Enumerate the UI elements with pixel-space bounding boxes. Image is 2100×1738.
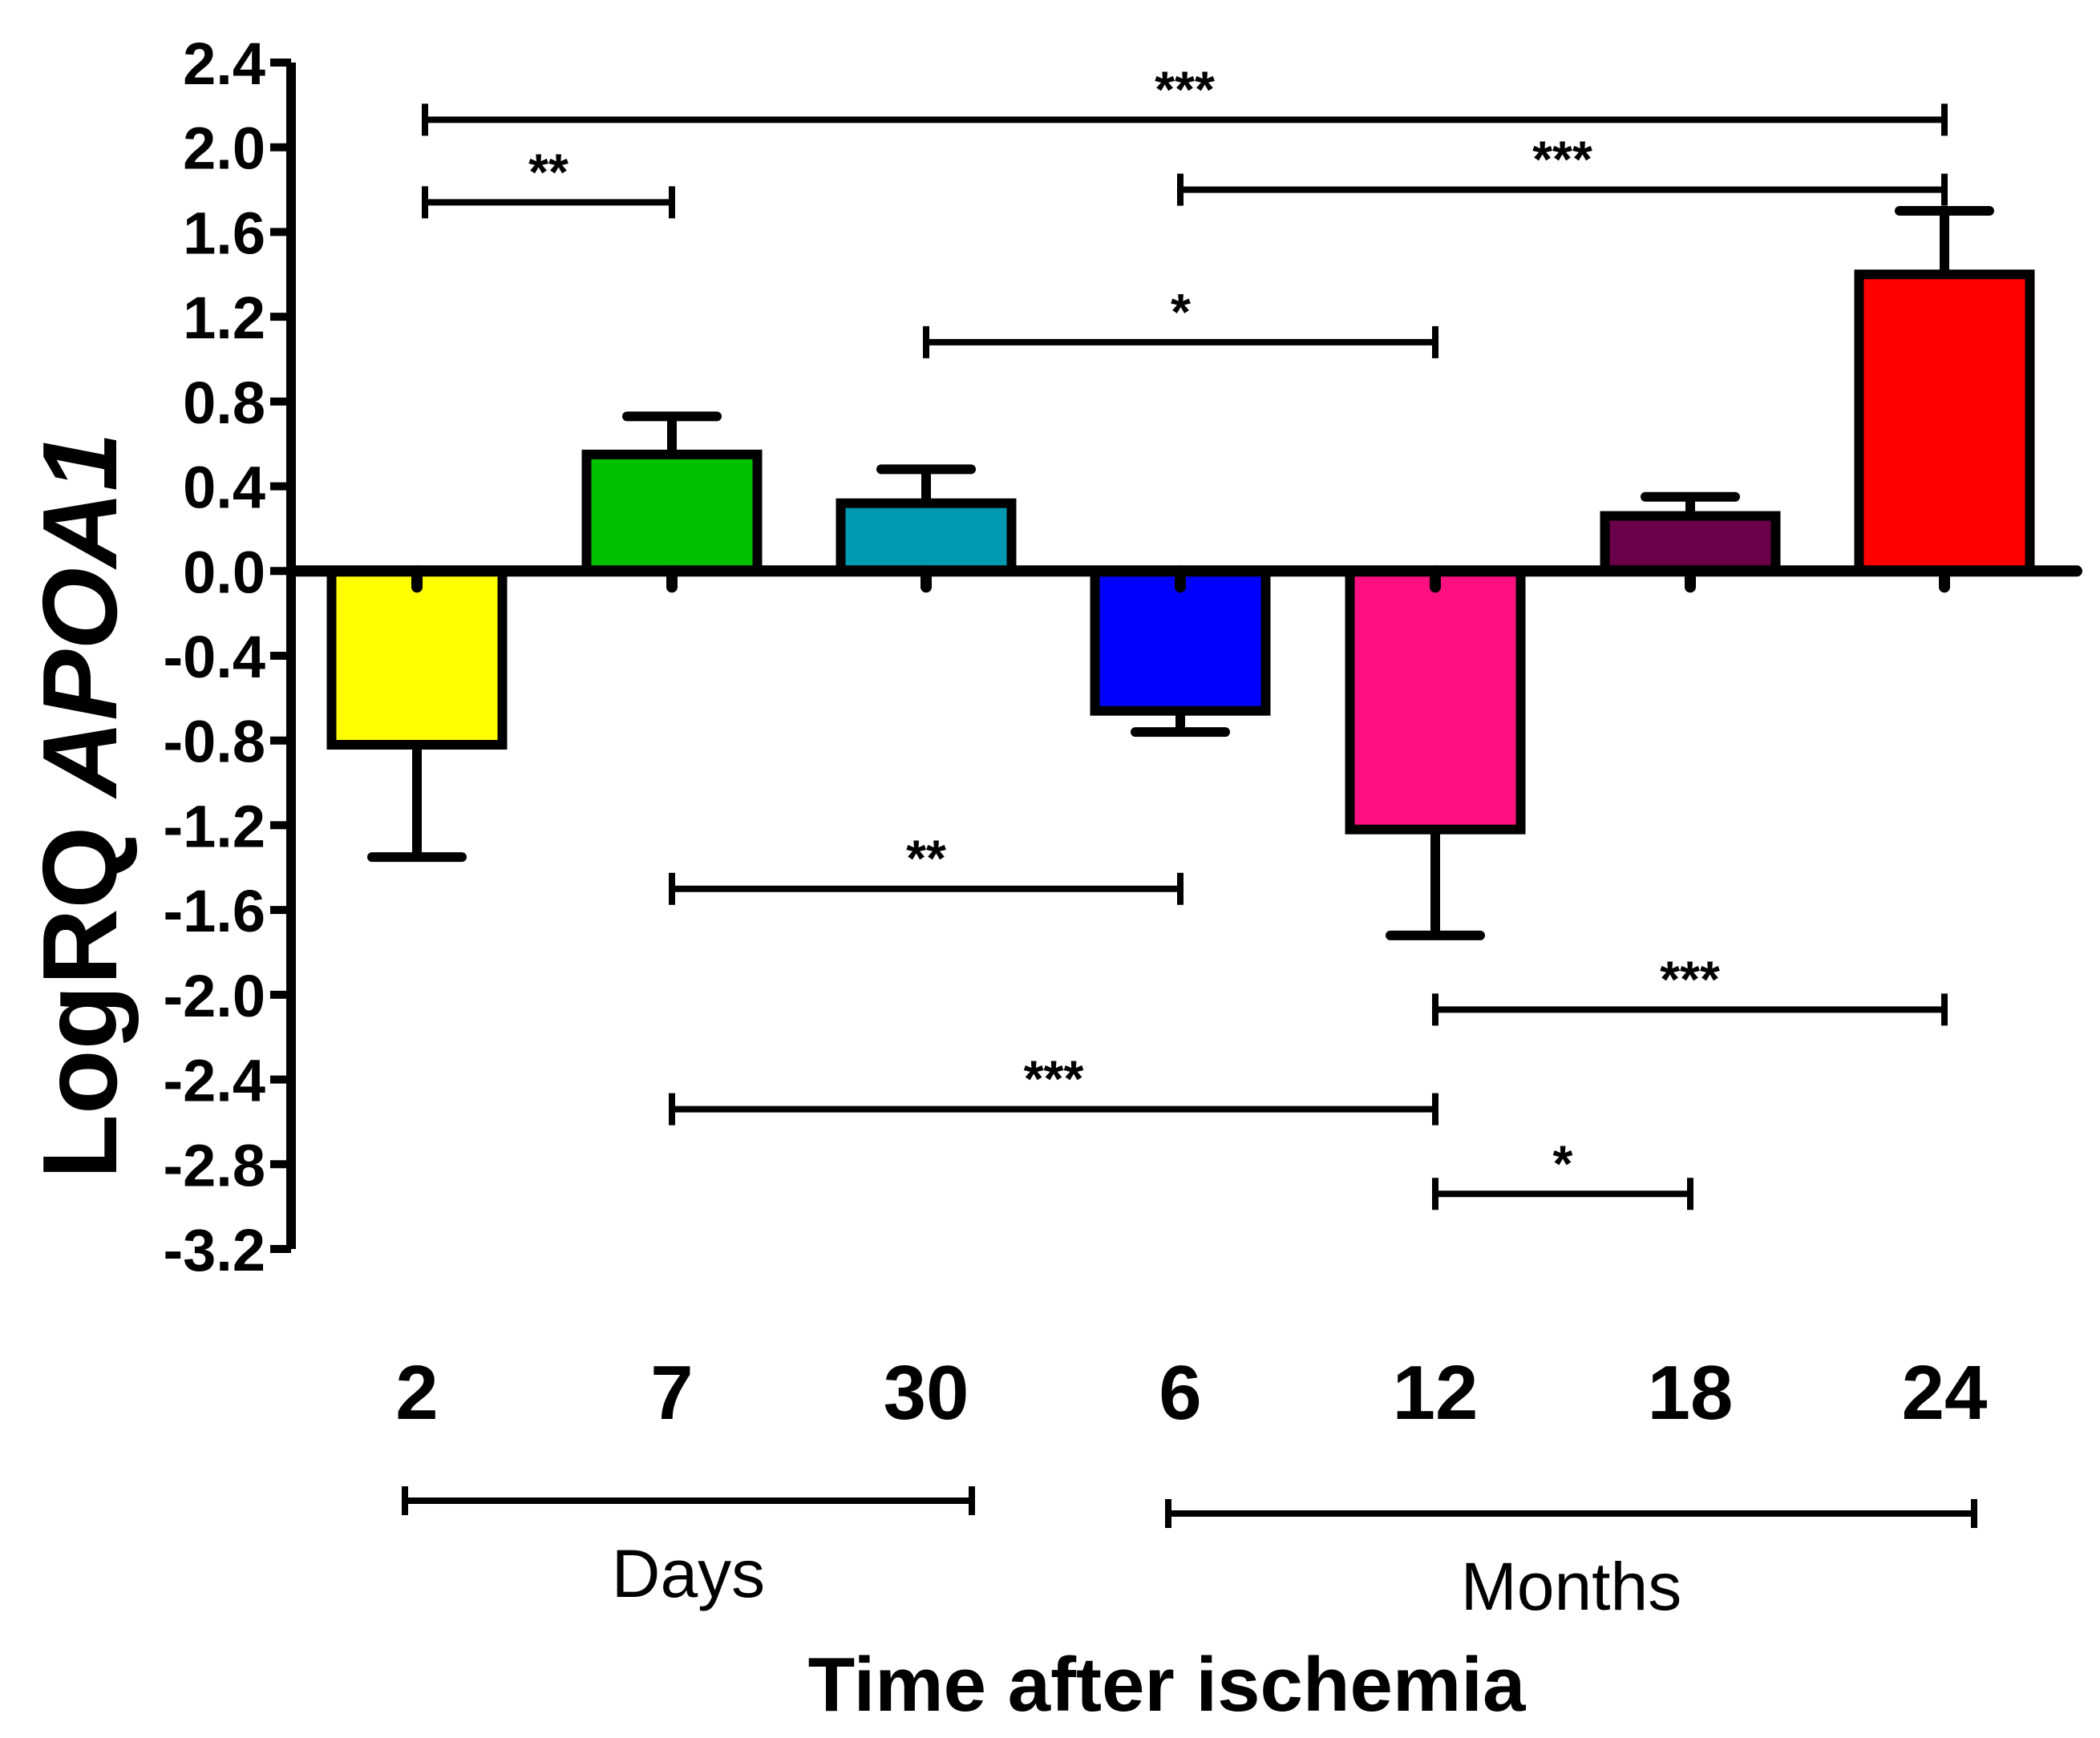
bar-2 [326, 566, 508, 750]
y-axis-title-prefix: LogRQ [21, 827, 139, 1179]
x-tick-label-24: 24 [1902, 1350, 1988, 1436]
x-tick-label-12: 12 [1393, 1350, 1479, 1436]
significance-layer: ***** ************* [422, 60, 1948, 1211]
y-tick-label: -1.6 [163, 878, 265, 944]
label-layer: 2 7 30 6 12 18 24 Days Months [395, 1350, 1987, 1624]
y-axis-title-gene: APOA1 [21, 432, 139, 799]
significance-label: * [1171, 283, 1191, 341]
y-tick-label: 2.0 [183, 115, 265, 182]
significance-bracket: ** [669, 830, 1184, 905]
significance-bracket: * [923, 283, 1438, 358]
y-tick-label: -3.2 [163, 1217, 265, 1283]
bar-7 [581, 449, 763, 576]
group-label-days: Days [612, 1536, 765, 1611]
bar-24 [1854, 269, 2035, 576]
significance-bracket: ** [422, 143, 675, 219]
significance-bracket: *** [669, 1050, 1438, 1126]
y-tick-label: 0.0 [183, 539, 265, 605]
bar-18 [1600, 511, 1781, 576]
y-tick-label: -2.8 [163, 1132, 265, 1198]
group-months: Months [1165, 1499, 1977, 1624]
significance-label: *** [1155, 60, 1215, 118]
bar-30 [836, 498, 1017, 576]
bar-12 [1345, 566, 1526, 835]
significance-bracket: *** [422, 60, 1948, 136]
significance-bracket: * [1432, 1134, 1693, 1211]
y-tick-label: 2.4 [183, 30, 265, 97]
significance-label: ** [528, 143, 568, 200]
y-axis-title: LogRQ APOA1 [21, 432, 139, 1178]
significance-label: * [1553, 1134, 1573, 1192]
x-tick-label-18: 18 [1648, 1350, 1734, 1436]
x-tick-label-30: 30 [884, 1350, 969, 1436]
y-tick-label: 0.8 [183, 370, 265, 436]
y-tick-label: 0.4 [183, 455, 265, 521]
significance-label: *** [1024, 1050, 1084, 1108]
x-tick-label-7: 7 [650, 1350, 693, 1436]
x-tick-label-2: 2 [395, 1350, 438, 1436]
axis-layer: 2.4 2.0 1.6 1.2 0.8 0.4 0.0 -0.4 -0.8 -1.2 -1.6 -2.… [163, 30, 296, 1283]
significance-label: *** [1660, 950, 1720, 1008]
x-axis-title: Time after ischemia [808, 1642, 1526, 1728]
group-days: Days [402, 1486, 975, 1611]
x-tick-label-6: 6 [1159, 1350, 1201, 1436]
y-tick-label: -0.8 [163, 709, 265, 775]
y-tick-label: -1.2 [163, 793, 265, 859]
y-tick-label: -0.4 [163, 624, 265, 690]
significance-label: ** [906, 830, 946, 887]
y-tick-label: -2.4 [163, 1048, 265, 1114]
significance-label: *** [1532, 131, 1592, 188]
y-tick-label: 1.2 [183, 285, 265, 351]
y-tick-label: 1.6 [183, 200, 265, 266]
y-tick-label: -2.0 [163, 963, 265, 1029]
significance-bracket: *** [1432, 950, 1948, 1026]
significance-bracket: *** [1177, 131, 1948, 206]
bar-layer [285, 206, 2082, 940]
group-label-months: Months [1461, 1549, 1681, 1624]
